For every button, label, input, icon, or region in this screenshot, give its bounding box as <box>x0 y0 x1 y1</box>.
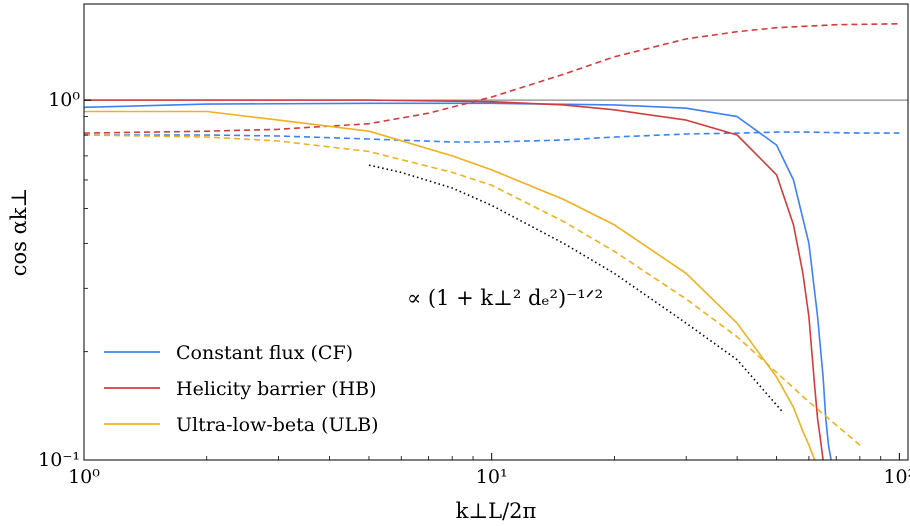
x-tick-label: 10² <box>883 466 910 488</box>
series-layer <box>83 23 900 461</box>
y-tick-label: 10⁻¹ <box>38 449 80 471</box>
fit-annotation: ∝ (1 + k⊥² dₑ²)⁻¹ᐟ² <box>407 286 603 310</box>
series-line-hb-solid <box>84 99 824 461</box>
x-tick-label: 10¹ <box>476 466 508 488</box>
x-tick-label: 10⁰ <box>68 466 100 488</box>
series-line-ulb-solid <box>84 110 816 461</box>
series-line-ulb-dashed <box>83 134 861 446</box>
y-axis-title: cos αk⊥ <box>7 188 31 277</box>
plot-frame <box>83 3 909 461</box>
y-tick-label: 10⁰ <box>48 89 80 111</box>
series-line-cf-solid <box>83 102 832 461</box>
series-line-fit-dotted <box>368 164 785 414</box>
x-axis-title: k⊥L/2π <box>456 499 537 523</box>
legend-label-cf: Constant flux (CF) <box>176 342 353 364</box>
legend-label-ulb: Ultra-low-beta (ULB) <box>176 414 379 436</box>
legend: Constant flux (CF) Helicity barrier (HB) U… <box>104 342 379 436</box>
legend-label-hb: Helicity barrier (HB) <box>176 378 377 400</box>
series-line-hb-dashed <box>83 23 900 134</box>
series-line-cf-dashed <box>84 131 900 143</box>
